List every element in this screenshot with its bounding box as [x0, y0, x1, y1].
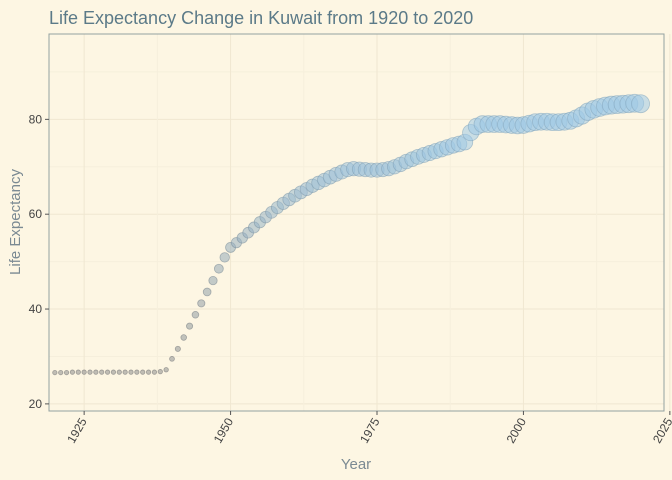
- data-point: [631, 94, 650, 114]
- data-point: [93, 369, 99, 375]
- y-tick-label: 40: [29, 302, 43, 316]
- data-point: [122, 369, 128, 375]
- data-point: [169, 356, 175, 362]
- x-axis-title: Year: [341, 456, 371, 473]
- data-point: [151, 369, 158, 375]
- data-point: [157, 369, 163, 375]
- data-point: [197, 299, 206, 308]
- data-point: [163, 367, 169, 373]
- y-tick-label: 20: [29, 397, 43, 411]
- data-point: [52, 369, 58, 376]
- chart-title: Life Expectancy Change in Kuwait from 19…: [49, 8, 473, 28]
- data-point: [87, 369, 93, 375]
- x-axis-ticks: 1925 1950 1975 2000 2025: [64, 411, 672, 446]
- data-points: [52, 93, 650, 376]
- y-axis-title: Life Expectancy: [7, 169, 24, 275]
- data-point: [213, 263, 224, 274]
- y-tick-label: 60: [29, 207, 43, 221]
- x-tick-label: 1925: [64, 415, 90, 445]
- x-tick-label: 2025: [650, 415, 672, 445]
- x-tick-label: 1975: [357, 415, 383, 445]
- data-point: [140, 369, 146, 375]
- data-point: [134, 369, 140, 375]
- data-point: [75, 369, 81, 375]
- data-point: [208, 276, 218, 286]
- data-point: [191, 310, 200, 319]
- data-point: [81, 369, 87, 375]
- x-tick-label: 1950: [211, 415, 237, 445]
- data-point: [128, 369, 134, 375]
- y-tick-label: 80: [29, 112, 43, 126]
- data-point: [116, 369, 122, 375]
- data-point: [69, 369, 76, 375]
- data-point: [219, 252, 230, 263]
- data-point: [63, 369, 70, 376]
- x-tick-label: 2000: [504, 415, 530, 445]
- data-point: [99, 369, 105, 375]
- y-axis-ticks: 20 40 60 80: [29, 112, 49, 411]
- data-point: [202, 287, 212, 297]
- grid-lines: [49, 34, 671, 411]
- plot-panel-border: [48, 33, 665, 412]
- data-point: [145, 369, 152, 375]
- data-point: [180, 334, 187, 341]
- data-point: [174, 345, 181, 352]
- data-point: [110, 369, 117, 375]
- data-point: [186, 322, 194, 330]
- data-point: [58, 369, 64, 376]
- data-point: [104, 369, 111, 375]
